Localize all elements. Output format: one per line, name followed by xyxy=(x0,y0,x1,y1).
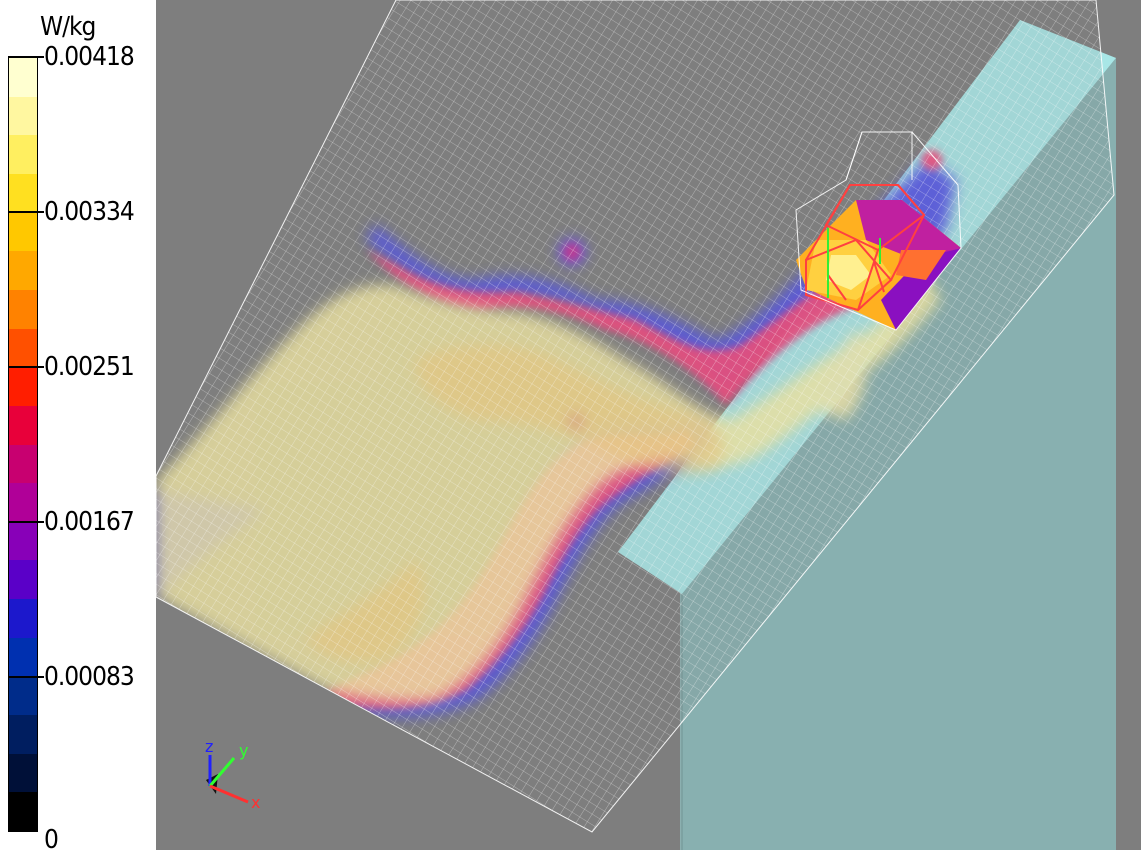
y-axis-icon xyxy=(208,757,236,787)
legend-tick-label: 0.00167 xyxy=(44,507,135,537)
color-scale-segment xyxy=(9,173,37,214)
sar-scene[interactable]: z y x xyxy=(156,0,1141,850)
color-scale-segment xyxy=(9,560,37,600)
color-scale-segment xyxy=(9,289,37,330)
3d-viewport[interactable]: z y x xyxy=(156,0,1141,850)
color-scale-segment xyxy=(9,96,37,136)
color-scale-segment xyxy=(9,599,37,639)
plane-outline xyxy=(156,0,1115,833)
color-scale-segment xyxy=(9,676,37,716)
color-scale-segment xyxy=(9,792,37,832)
color-scale-segment xyxy=(9,58,37,98)
z-axis-label: z xyxy=(205,737,213,756)
color-scale-segment xyxy=(9,483,37,523)
color-scale-segment xyxy=(9,135,37,175)
color-scale-bar xyxy=(8,57,38,832)
unit-label: W/kg xyxy=(40,12,96,42)
legend-tick-mark xyxy=(8,56,44,58)
color-scale-segment xyxy=(9,212,37,252)
axis-triad: z y x xyxy=(205,737,260,812)
legend-tick-label: 0.00334 xyxy=(44,197,135,227)
legend-tick-mark xyxy=(8,676,44,678)
x-axis-label: x xyxy=(251,793,260,812)
color-scale-segment xyxy=(9,521,37,562)
color-scale-segment xyxy=(9,444,37,484)
legend-tick-label: 0.00083 xyxy=(44,662,135,692)
color-legend: W/kg 0.00418 0.00334 0.00251 0.00167 0.00083… xyxy=(0,0,156,855)
legend-tick-mark xyxy=(8,211,44,213)
legend-tick-mark xyxy=(8,521,44,523)
color-scale-segment xyxy=(9,251,37,291)
legend-tick-label: 0.00418 xyxy=(44,42,135,72)
legend-tick-label: 0.00251 xyxy=(44,352,135,382)
legend-tick-mark xyxy=(8,366,44,368)
zoom-scan-cube xyxy=(795,131,962,331)
color-scale-segment xyxy=(9,753,37,793)
color-scale-segment xyxy=(9,328,37,368)
color-scale-segment xyxy=(9,637,37,677)
legend-tick-label: 0 xyxy=(44,825,59,855)
color-scale-segment xyxy=(9,715,37,755)
x-axis-icon xyxy=(209,784,249,804)
y-axis-label: y xyxy=(239,741,248,760)
color-scale-segment xyxy=(9,367,37,407)
color-scale-segment xyxy=(9,405,37,446)
